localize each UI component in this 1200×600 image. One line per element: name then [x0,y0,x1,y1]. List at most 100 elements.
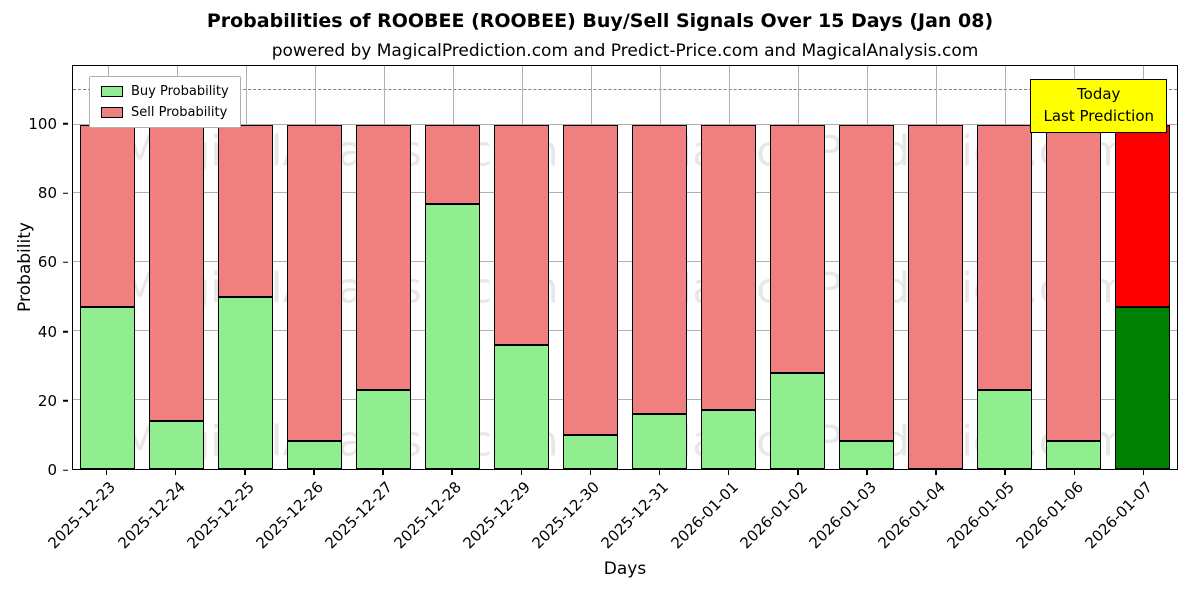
x-tick-label: 2026-01-01 [667,478,742,553]
bar-slot [211,66,280,469]
sell-segment [217,124,274,297]
legend-swatch-buy [101,86,123,97]
today-annotation-line2: Last Prediction [1043,106,1154,125]
buy-segment [1114,307,1171,469]
bar-2026-01-01 [700,124,757,469]
y-tick-label: 60 [37,253,57,272]
buy-segment [562,434,619,469]
legend-swatch-sell [101,107,123,118]
y-tick-label: 0 [47,461,57,479]
chart-subtitle: powered by MagicalPrediction.com and Pre… [271,41,979,61]
bar-slot [625,66,694,469]
buy-segment [838,441,895,469]
sell-segment [286,124,343,442]
x-tick-mark [1004,470,1006,475]
buy-segment [976,389,1033,469]
x-tick-mark [1073,470,1076,475]
sell-segment [493,124,550,345]
gridline-y-100 [73,123,1177,125]
legend-item-sell: Sell Probability [101,105,229,120]
bar-2025-12-24 [148,124,205,469]
bar-2025-12-23 [79,124,136,469]
bar-2025-12-25 [217,124,274,469]
gridline-y-20 [73,399,1177,401]
bar-slot [73,66,142,469]
bar-2026-01-04 [907,124,964,469]
buy-segment [631,413,688,469]
x-tick-label: 2025-12-31 [597,478,673,553]
y-tick-mark [63,400,68,402]
buy-segment [355,389,412,469]
legend-label-sell: Sell Probability [131,105,228,120]
y-tick-label: 20 [37,391,57,410]
buy-segment [493,345,550,469]
x-tick-mark [935,470,937,475]
buy-segment [700,410,757,469]
y-tick-label: 100 [28,114,57,133]
sell-segment [79,124,136,308]
bar-slot [142,66,211,469]
y-tick-mark [63,192,68,194]
x-tick-mark [105,470,108,475]
bar-slot [832,66,901,469]
x-tick-mark [520,470,523,475]
y-tick-label: 80 [37,184,57,203]
x-tick-label: 2026-01-05 [943,478,1018,553]
sell-segment [424,124,481,204]
x-tick-label: 2025-12-28 [390,478,465,553]
bar-slot [1039,66,1108,469]
x-tick-label: 2026-01-04 [874,478,949,553]
x-tick-label: 2026-01-03 [805,478,880,553]
bar-2025-12-29 [493,124,550,469]
bar-slot [1108,66,1177,469]
buy-segment [148,420,205,469]
x-tick-mark [382,470,384,475]
x-tick-label: 2026-01-02 [736,478,811,553]
bar-2025-12-28 [424,124,481,469]
x-tick-mark [1142,470,1145,475]
x-tick-label: 2025-12-24 [114,478,189,553]
chart-title: Probabilities of ROOBEE (ROOBEE) Buy/Sel… [206,10,994,32]
today-annotation: Today Last Prediction [1030,79,1167,133]
bar-slot [280,66,349,469]
x-tick-mark [313,470,315,475]
gridline-y-60 [73,261,1177,263]
bar-slot [487,66,556,469]
bar-2025-12-30 [562,124,619,469]
x-axis-label: Days [603,559,647,579]
x-tick-mark [589,470,592,475]
bar-2026-01-03 [838,124,895,469]
legend-label-buy: Buy Probability [131,84,229,99]
y-tick-labels: 0 20 40 60 80 100 [0,65,70,479]
x-tick-label: 2025-12-26 [252,478,327,553]
x-tick-label: 2025-12-25 [183,478,258,553]
gridline-y-40 [73,330,1177,332]
buy-segment [1045,441,1102,469]
y-tick-mark [63,469,68,471]
buy-segment [769,372,826,469]
bar-2025-12-27 [355,124,412,469]
sell-segment [355,124,412,390]
x-tick-mark [174,470,177,475]
x-tick-label: 2026-01-07 [1081,478,1157,553]
sell-segment [1114,124,1171,308]
bar-slot [349,66,418,469]
bar-slot [556,66,625,469]
legend-item-buy: Buy Probability [101,84,229,99]
bar-2025-12-26 [286,124,343,469]
gridline-y-80 [73,192,1177,194]
sell-segment [631,124,688,414]
bar-slot [418,66,487,469]
bar-slot [901,66,970,469]
y-tick-label: 40 [37,322,57,341]
today-annotation-line1: Today [1077,85,1121,103]
x-tick-mark [797,470,799,475]
x-tick-mark [451,470,453,475]
bar-slot [970,66,1039,469]
sell-segment [148,124,205,421]
bar-2026-01-07 [1114,124,1171,469]
y-tick-mark [63,261,68,264]
bar-2026-01-05 [976,124,1033,469]
x-tick-label: 2026-01-06 [1012,478,1088,553]
